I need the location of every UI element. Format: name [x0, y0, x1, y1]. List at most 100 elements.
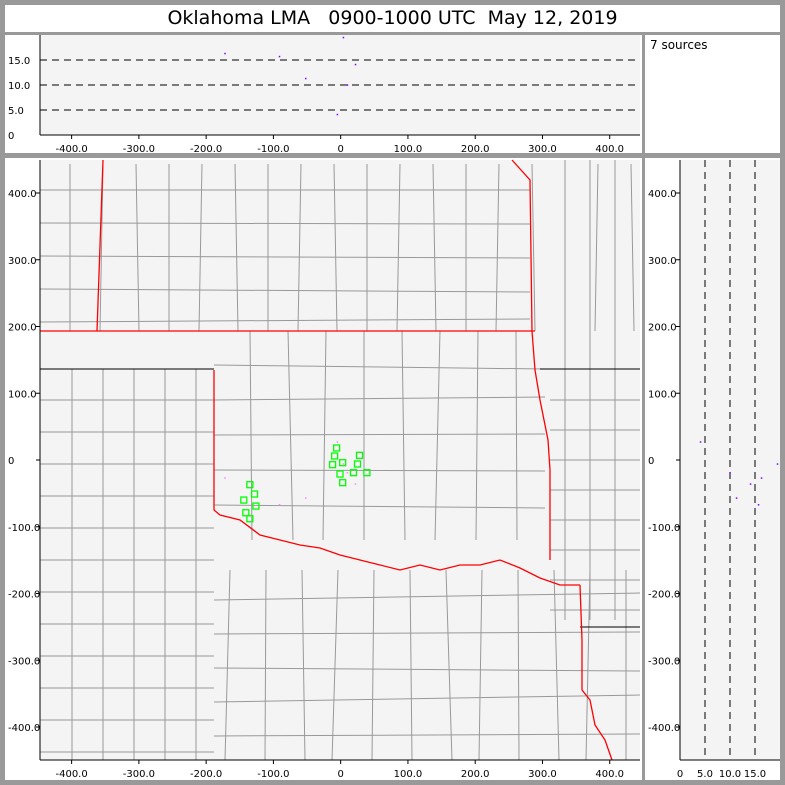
y-tick-label: 0: [648, 456, 654, 467]
county-line: [517, 569, 520, 761]
county-line: [594, 163, 599, 332]
county-line: [264, 569, 267, 761]
lma-station-marker: [363, 469, 371, 477]
source-point: [342, 463, 345, 465]
county-line: [213, 396, 546, 401]
ns-altitude-plot: 400.0 300.0 200.0 100.0 0 -100.0 -200.0 -300.0 -…: [648, 160, 780, 780]
y-tick-label: 400.0: [8, 189, 37, 200]
source-point: [354, 63, 357, 66]
state-border-line: [579, 584, 613, 761]
county-line: [322, 330, 327, 541]
source-point: [749, 483, 752, 485]
county-line: [475, 330, 479, 541]
state-border-line: [213, 370, 580, 586]
y-tick-label: 300.0: [8, 256, 37, 267]
y-tick-label: 0: [8, 456, 14, 467]
lma-station-marker: [355, 451, 364, 459]
county-line: [198, 163, 203, 332]
source-point: [224, 477, 226, 479]
lma-station-marker: [330, 452, 339, 460]
county-line: [432, 163, 437, 332]
county-line: [401, 330, 406, 541]
county-line: [297, 163, 302, 332]
x-tick-label: -300.0: [123, 144, 155, 155]
source-point: [735, 497, 738, 499]
county-line: [333, 163, 338, 332]
county-line: [495, 163, 500, 332]
lma-station-marker: [339, 479, 347, 487]
county-line: [213, 733, 641, 737]
county-line: [213, 592, 641, 601]
county-line: [213, 631, 641, 635]
source-point: [757, 504, 760, 506]
x-tick-label: 400.0: [595, 144, 624, 155]
lma-station-marker: [242, 509, 250, 517]
source-point: [760, 477, 763, 479]
county-line: [213, 667, 641, 672]
x-tick-label: 0: [337, 769, 343, 780]
source-point: [304, 77, 307, 80]
county-line: [135, 163, 140, 332]
y-tick-label: -400.0: [648, 723, 680, 734]
x-tick-label: 400.0: [595, 769, 624, 780]
x-tick-label: 10.0: [719, 769, 741, 780]
source-point: [304, 497, 307, 499]
x-tick-label: 300.0: [528, 144, 557, 155]
y-tick-label: 15.0: [8, 56, 30, 67]
county-line: [396, 163, 401, 332]
county-line: [213, 694, 641, 703]
source-point: [224, 52, 226, 55]
x-tick-label: -200.0: [190, 144, 222, 155]
county-line: [585, 569, 591, 761]
source-point: [354, 483, 357, 485]
x-tick-label: -100.0: [257, 769, 289, 780]
y-tick-label: -300.0: [648, 656, 680, 667]
source-point: [342, 36, 345, 39]
state-border-line: [96, 159, 104, 332]
county-line: [553, 569, 560, 761]
county-line: [39, 288, 531, 293]
y-tick-label: 200.0: [648, 323, 677, 334]
y-tick-label: 0: [8, 131, 14, 142]
source-point: [278, 504, 281, 506]
county-line: [409, 569, 413, 761]
y-tick-label: 400.0: [648, 189, 677, 200]
plan-view-map: -400.0 -300.0 -200.0 -100.0 0 100.0 200.0 300.0…: [8, 159, 641, 780]
y-tick-label: -400.0: [8, 723, 40, 734]
lma-station-marker: [339, 459, 347, 467]
y-tick-label: 5.0: [8, 106, 24, 117]
county-line: [234, 163, 239, 332]
x-tick-label: -200.0: [190, 769, 222, 780]
lma-station-marker: [240, 496, 248, 504]
x-tick-label: 100.0: [394, 769, 423, 780]
source-point: [699, 441, 702, 443]
y-tick-label: 10.0: [8, 81, 30, 92]
lma-station-marker: [252, 502, 260, 510]
county-line: [434, 330, 441, 541]
lma-station-marker: [246, 481, 254, 489]
county-line: [213, 469, 546, 472]
county-line: [213, 504, 546, 509]
source-point: [336, 441, 339, 443]
altitude-plot: -400.0 -300.0 -200.0 -100.0 0 100.0 200.0 300.0…: [8, 35, 640, 155]
county-line: [371, 569, 375, 761]
y-tick-label: -100.0: [8, 523, 40, 534]
source-point: [346, 84, 349, 86]
county-line: [39, 222, 531, 225]
x-tick-label: 5.0: [697, 769, 713, 780]
county-line: [213, 364, 546, 370]
x-tick-label: 100.0: [394, 144, 423, 155]
lma-station-marker: [250, 490, 259, 498]
x-tick-label: -300.0: [123, 769, 155, 780]
y-tick-label: -200.0: [648, 590, 680, 601]
x-tick-label: 200.0: [461, 144, 490, 155]
source-point: [776, 463, 779, 465]
source-point: [278, 55, 281, 58]
county-line: [39, 318, 531, 323]
county-line: [478, 569, 483, 761]
x-tick-label: -100.0: [257, 144, 289, 155]
x-tick-label: -400.0: [55, 144, 87, 155]
figure-title: Oklahoma LMA 0900-1000 UTC May 12, 2019: [5, 5, 780, 32]
